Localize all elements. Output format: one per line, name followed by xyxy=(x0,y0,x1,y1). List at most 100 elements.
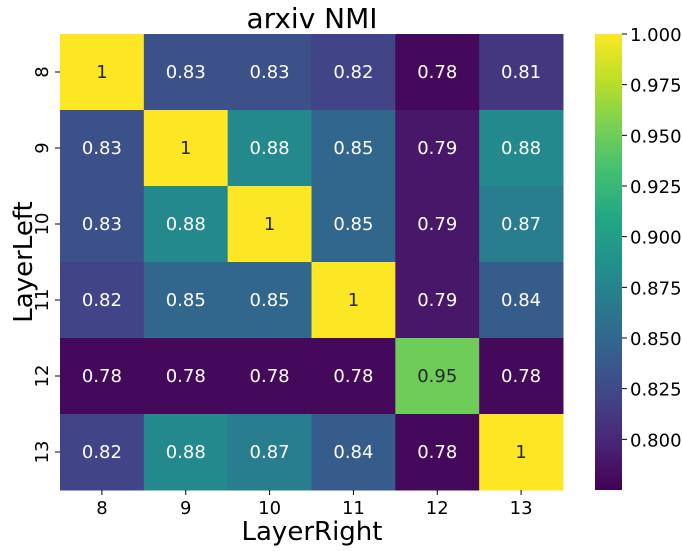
heatmap-cell-9-13 xyxy=(479,110,564,187)
chart-title: arxiv NMI xyxy=(246,2,377,35)
cell-value-label: 0.83 xyxy=(82,214,122,235)
heatmap-cell-12-9 xyxy=(143,338,229,415)
heatmap-cells: 1 0.83 0.83 0.82 0.78 0.81 0.83 1 0.88 0.85 0.79 0.… xyxy=(60,34,564,491)
heatmap-cell-8-12 xyxy=(395,34,480,111)
heatmap-cell-12-8 xyxy=(60,338,145,415)
cell-value-label: 1 xyxy=(96,62,107,83)
x-tick-label: 13 xyxy=(510,498,533,519)
heatmap-cell-10-8 xyxy=(60,186,145,263)
colorbar-gradient xyxy=(595,34,622,490)
cell-value-label: 1 xyxy=(515,442,526,463)
cell-value-label: 0.88 xyxy=(166,442,206,463)
heatmap-cell-10-12 xyxy=(395,186,480,263)
heatmap-cell-10-13 xyxy=(479,186,564,263)
x-tick-label: 11 xyxy=(342,498,365,519)
heatmap-cell-9-9 xyxy=(143,110,229,187)
cell-value-label: 1 xyxy=(264,214,275,235)
heatmap-cell-12-11 xyxy=(311,338,396,415)
cell-value-label: 0.82 xyxy=(333,62,373,83)
heatmap-cell-12-13 xyxy=(479,338,564,415)
cell-value-label: 0.88 xyxy=(501,138,541,159)
cell-value-label: 0.83 xyxy=(166,62,206,83)
heatmap-cell-13-12 xyxy=(395,414,480,491)
heatmap-cell-10-9 xyxy=(143,186,229,263)
cell-value-label: 0.82 xyxy=(82,290,122,311)
x-tick-label: 10 xyxy=(258,498,281,519)
colorbar-tick-label: 0.850 xyxy=(630,329,682,350)
heatmap-cell-13-9 xyxy=(143,414,229,491)
colorbar-tick-label: 0.900 xyxy=(630,228,682,249)
heatmap-cell-8-10 xyxy=(227,34,312,111)
x-tick-label: 12 xyxy=(426,498,449,519)
y-tick-label: 13 xyxy=(32,441,53,464)
cell-value-label: 0.85 xyxy=(333,138,373,159)
y-tick-label: 10 xyxy=(32,213,53,236)
heatmap-cell-13-10 xyxy=(227,414,312,491)
y-axis-label: LayerLeft xyxy=(9,201,39,322)
cell-value-label: 0.85 xyxy=(166,290,206,311)
cell-value-label: 0.79 xyxy=(417,138,457,159)
cell-value-label: 0.78 xyxy=(417,442,457,463)
colorbar-tick-label: 0.950 xyxy=(630,126,682,147)
heatmap-cell-8-11 xyxy=(311,34,396,111)
heatmap-cell-11-8 xyxy=(60,262,145,339)
cell-value-label: 0.85 xyxy=(250,290,290,311)
colorbar-tick-label: 1.000 xyxy=(630,25,682,46)
heatmap-cell-11-9 xyxy=(143,262,229,339)
cell-value-label: 0.78 xyxy=(82,366,122,387)
cell-value-label: 1 xyxy=(180,138,191,159)
x-tick-label: 8 xyxy=(96,498,107,519)
heatmap-cell-13-13 xyxy=(479,414,564,491)
heatmap-cell-8-8 xyxy=(60,34,145,111)
y-tick-label: 12 xyxy=(32,365,53,388)
heatmap-cell-13-8 xyxy=(60,414,145,491)
cell-value-label: 0.95 xyxy=(417,366,457,387)
cell-value-label: 0.78 xyxy=(501,366,541,387)
heatmap-cell-11-10 xyxy=(227,262,312,339)
heatmap-cell-10-10 xyxy=(227,186,312,263)
colorbar-tick-label: 0.800 xyxy=(630,430,682,451)
heatmap-cell-9-8 xyxy=(60,110,145,187)
heatmap-cell-11-12 xyxy=(395,262,480,339)
cell-value-label: 0.87 xyxy=(250,442,290,463)
cell-value-label: 0.88 xyxy=(166,214,206,235)
heatmap-cell-8-9 xyxy=(143,34,229,111)
heatmap-cell-11-11 xyxy=(311,262,396,339)
cell-value-label: 0.85 xyxy=(333,214,373,235)
heatmap-cell-9-11 xyxy=(311,110,396,187)
x-axis-ticks: 8 9 10 11 12 13 xyxy=(96,490,533,519)
x-axis-label: LayerRight xyxy=(242,517,383,547)
heatmap-cell-13-11 xyxy=(311,414,396,491)
cell-value-label: 0.84 xyxy=(333,442,373,463)
cell-value-label: 0.83 xyxy=(82,138,122,159)
cell-value-label: 0.84 xyxy=(501,290,541,311)
heatmap-cell-12-12 xyxy=(395,338,480,415)
cell-value-label: 0.82 xyxy=(82,442,122,463)
cell-value-label: 0.79 xyxy=(417,290,457,311)
x-tick-label: 9 xyxy=(180,498,191,519)
heatmap-cell-9-10 xyxy=(227,110,312,187)
cell-value-label: 0.78 xyxy=(333,366,373,387)
y-axis-ticks: 8 9 10 11 12 13 xyxy=(32,66,60,463)
colorbar-tick-label: 0.825 xyxy=(630,380,682,401)
cell-value-label: 0.79 xyxy=(417,214,457,235)
cell-value-label: 0.78 xyxy=(250,366,290,387)
heatmap-cell-11-13 xyxy=(479,262,564,339)
cell-value-label: 0.81 xyxy=(501,62,541,83)
y-tick-label: 9 xyxy=(32,142,53,153)
colorbar-tick-label: 0.975 xyxy=(630,76,682,97)
heatmap-cell-9-12 xyxy=(395,110,480,187)
cell-value-label: 0.78 xyxy=(417,62,457,83)
heatmap-cell-12-10 xyxy=(227,338,312,415)
colorbar-tick-label: 0.925 xyxy=(630,177,682,198)
cell-value-label: 0.88 xyxy=(250,138,290,159)
colorbar-tick-label: 0.875 xyxy=(630,278,682,299)
cell-value-label: 0.78 xyxy=(166,366,206,387)
heatmap-cell-10-11 xyxy=(311,186,396,263)
cell-value-label: 1 xyxy=(348,290,359,311)
y-tick-label: 11 xyxy=(32,289,53,312)
heatmap-cell-8-13 xyxy=(479,34,564,111)
cell-value-label: 0.87 xyxy=(501,214,541,235)
y-tick-label: 8 xyxy=(32,66,53,77)
